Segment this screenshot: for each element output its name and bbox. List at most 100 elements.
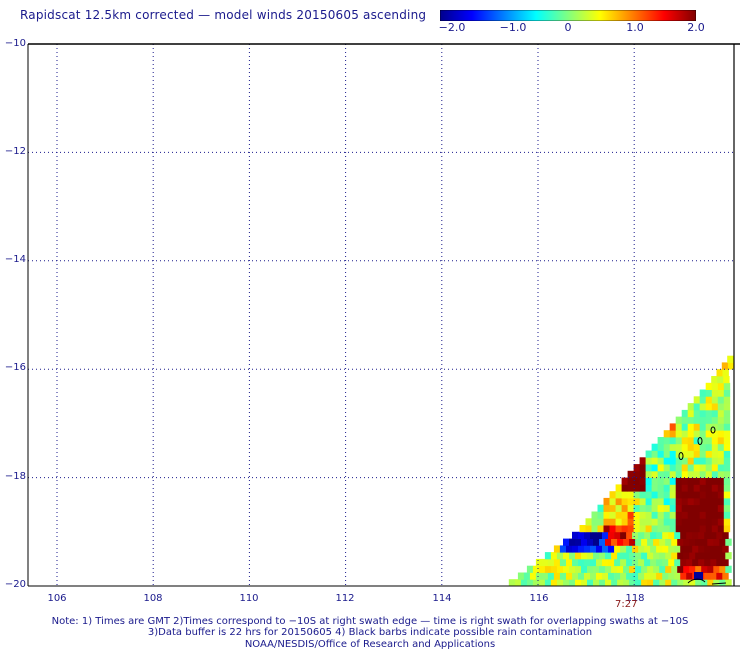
- swath-cell: [716, 558, 723, 567]
- swath-cell: [578, 572, 585, 580]
- swath-cell: [717, 497, 725, 506]
- swath-cell: [639, 518, 646, 526]
- swath-cell: [544, 552, 552, 560]
- swath-cell: [633, 518, 640, 526]
- swath-cell: [633, 497, 640, 506]
- swath-cell: [699, 430, 707, 438]
- swath-cell: [657, 457, 664, 465]
- swath-cell: [687, 470, 695, 478]
- swath-cell: [687, 457, 695, 465]
- swath-cell: [723, 389, 731, 397]
- swath-cell: [615, 484, 622, 492]
- swath-cell: [602, 558, 609, 567]
- swath-cell: [605, 579, 612, 587]
- swath-cell: [566, 558, 573, 567]
- swath-cell: [603, 518, 610, 526]
- swath-cell: [614, 558, 621, 567]
- swath-cell: [671, 565, 678, 573]
- swath-cell: [559, 545, 567, 553]
- swath-cell: [705, 470, 713, 478]
- swath-cell: [627, 504, 634, 512]
- swath-cell: [723, 484, 731, 492]
- swath-cell: [681, 470, 689, 478]
- y-tick-label: −16: [4, 362, 26, 373]
- swath-cell: [645, 484, 652, 492]
- swath-cell: [723, 477, 731, 485]
- swath-cell: [699, 403, 707, 411]
- swath-cell: [721, 362, 729, 370]
- swath-cell: [553, 558, 561, 567]
- swath-cell: [532, 565, 540, 573]
- swath-cell: [638, 558, 645, 567]
- swath-cell: [705, 423, 713, 431]
- swath-cell: [615, 504, 622, 512]
- swath-cell: [699, 518, 707, 526]
- swath-cell: [663, 437, 671, 445]
- swath-cell: [723, 416, 731, 424]
- swath-cell: [723, 497, 731, 506]
- swath-cell: [663, 511, 671, 519]
- footnote-line-3: NOAA/NESDIS/Office of Research and Appli…: [244, 639, 496, 650]
- swath-cell: [633, 525, 640, 533]
- swath-cell: [722, 558, 729, 567]
- swath-cell: [717, 376, 724, 384]
- swath-cell: [657, 477, 664, 485]
- swath-cell: [717, 396, 725, 404]
- swath-cell: [569, 579, 576, 587]
- swath-cell: [645, 464, 652, 472]
- swath-cell: [723, 430, 731, 438]
- swath-cell: [677, 565, 684, 573]
- swath-cell: [544, 565, 552, 573]
- swath-cell: [603, 497, 610, 506]
- swath-cell: [707, 565, 714, 573]
- colorbar-tick-label: 1.0: [626, 21, 644, 34]
- swath-cell: [681, 504, 689, 512]
- swath-cell: [599, 552, 606, 560]
- swath-cell: [725, 552, 732, 560]
- swath-cell: [693, 518, 701, 526]
- swath-cell: [698, 545, 705, 553]
- swath-cell: [635, 552, 642, 560]
- swath-cell: [681, 497, 689, 506]
- swath-cell: [693, 409, 701, 418]
- swath-cell: [689, 538, 696, 546]
- rain-mark: [710, 426, 716, 434]
- swath-cell: [681, 409, 689, 418]
- swath-cell: [581, 552, 588, 560]
- colorbar-tick-label: −2.0: [438, 21, 466, 34]
- swath-cell: [687, 518, 695, 526]
- swath-cell: [665, 565, 672, 573]
- swath-cell: [711, 450, 719, 458]
- swath-cell: [669, 423, 677, 431]
- swath-cell: [535, 558, 543, 567]
- swath-cell: [569, 565, 576, 573]
- swath-cell: [627, 525, 634, 533]
- swath-cell: [605, 565, 612, 573]
- swath-cell: [705, 389, 713, 397]
- swath-cell: [717, 382, 725, 390]
- swath-cell: [633, 484, 640, 492]
- swath-cell: [693, 470, 701, 478]
- swath-cell: [699, 511, 707, 519]
- swath-cell: [593, 579, 600, 587]
- x-tick-label: 106: [47, 593, 67, 604]
- swath-cell: [681, 450, 689, 458]
- colorbar-tick-label: 0: [564, 21, 572, 34]
- swath-cell: [629, 538, 636, 546]
- swath-cell: [644, 545, 651, 553]
- swath-cell: [633, 464, 640, 472]
- swath-cell: [653, 565, 660, 573]
- swath-cell: [526, 579, 534, 587]
- swath-cell: [681, 491, 689, 499]
- swath-cell: [693, 437, 701, 445]
- swath-cell: [699, 525, 707, 533]
- swath-cell: [633, 470, 640, 478]
- swath-cell: [699, 423, 707, 431]
- x-tick-label: 114: [432, 593, 452, 604]
- swath-cell: [717, 430, 725, 438]
- swath-cell: [705, 396, 713, 404]
- swath-cell: [687, 504, 695, 512]
- swath-cell: [578, 558, 585, 567]
- swath-cell: [717, 511, 725, 519]
- swath-cell: [593, 552, 600, 560]
